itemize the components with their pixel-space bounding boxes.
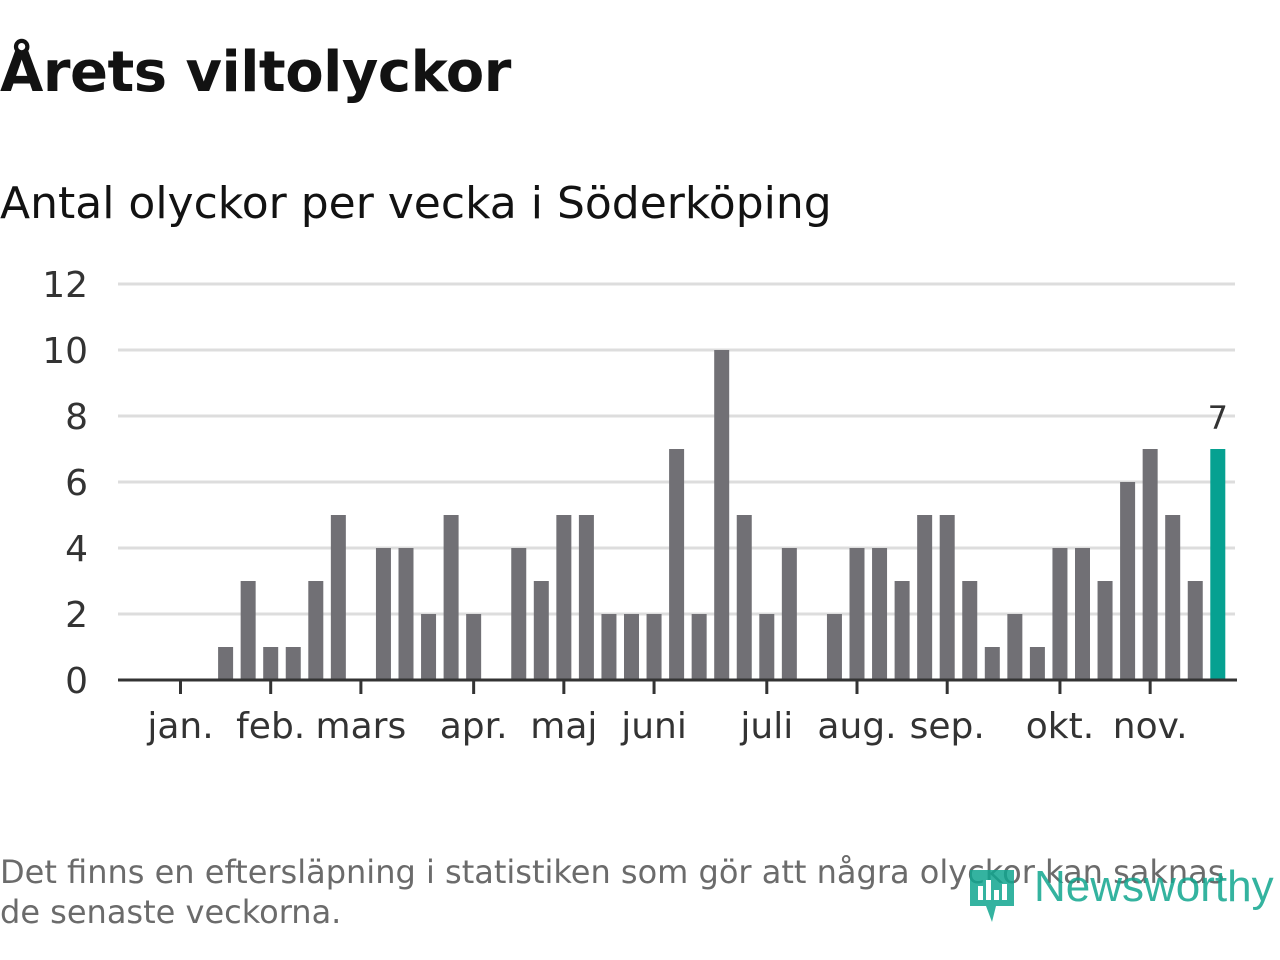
newsworthy-logo-icon <box>970 870 1014 922</box>
bar <box>984 647 1000 680</box>
data-label: 7 <box>1208 399 1228 437</box>
bar <box>894 581 910 680</box>
bar <box>533 581 549 680</box>
footnote: Det finns en eftersläpning i statistiken… <box>0 853 1225 931</box>
brand: Newsworthy <box>962 858 1280 928</box>
y-tick-label: 8 <box>65 397 88 438</box>
bar <box>421 614 437 680</box>
bar <box>1187 581 1203 680</box>
bar <box>781 548 797 680</box>
bar <box>917 515 933 680</box>
bar <box>1029 647 1045 680</box>
x-tick-label: mars <box>316 706 407 747</box>
x-axis: jan. feb. mars apr. maj juni juli aug. sep. okt. n… <box>118 678 1237 747</box>
bar <box>556 515 572 680</box>
bar <box>466 614 482 680</box>
bar <box>691 614 707 680</box>
bar-chart: 0 2 4 6 8 10 12 jan. feb. mars apr. maj juni juli aug… <box>42 265 1237 747</box>
bars <box>218 350 1226 680</box>
bar <box>443 515 459 680</box>
y-tick-label: 6 <box>65 463 88 504</box>
bar <box>578 515 594 680</box>
x-tick-label: maj <box>530 706 597 747</box>
y-tick-label: 12 <box>42 265 88 306</box>
x-tick-label: juni <box>620 706 687 747</box>
brand-name: Newsworthy <box>1034 862 1274 911</box>
bar <box>646 614 662 680</box>
bar <box>511 548 527 680</box>
x-tick-label: juli <box>739 706 793 747</box>
x-tick-label: apr. <box>440 706 508 747</box>
bar <box>240 581 256 680</box>
bar <box>1052 548 1068 680</box>
bar <box>1142 449 1158 680</box>
bar <box>308 581 324 680</box>
bar <box>398 548 414 680</box>
y-tick-label: 0 <box>65 661 88 702</box>
bar <box>375 548 391 680</box>
bar <box>1097 581 1113 680</box>
bar <box>714 350 730 680</box>
bar <box>872 548 888 680</box>
bar <box>1075 548 1090 680</box>
bar <box>218 647 234 680</box>
bar <box>1165 515 1181 680</box>
chart-subtitle: Antal olyckor per vecka i Söderköping <box>0 178 832 229</box>
bar <box>826 614 842 680</box>
y-axis-ticks: 0 2 4 6 8 10 12 <box>42 265 88 702</box>
bar <box>601 614 617 680</box>
x-tick-label: aug. <box>817 706 896 747</box>
bar <box>1120 482 1136 680</box>
bar <box>759 614 775 680</box>
x-tick-label: feb. <box>236 706 305 747</box>
bar <box>330 515 346 680</box>
bar <box>669 449 685 680</box>
bar <box>939 515 955 680</box>
x-tick-label: nov. <box>1113 706 1188 747</box>
chart-title: Årets viltolyckor <box>0 40 511 105</box>
y-tick-label: 2 <box>65 595 88 636</box>
y-tick-label: 10 <box>42 331 88 372</box>
bar <box>736 515 752 680</box>
y-tick-label: 4 <box>65 529 88 570</box>
bar-highlight <box>1210 449 1226 680</box>
x-tick-label: okt. <box>1026 706 1094 747</box>
bar <box>263 647 279 680</box>
bar <box>624 614 639 680</box>
bar <box>962 581 978 680</box>
data-labels: 7 <box>1208 399 1228 437</box>
bar <box>849 548 865 680</box>
x-tick-label: jan. <box>146 706 213 747</box>
bar <box>1007 614 1023 680</box>
x-tick-label: sep. <box>910 706 985 747</box>
bar <box>285 647 301 680</box>
